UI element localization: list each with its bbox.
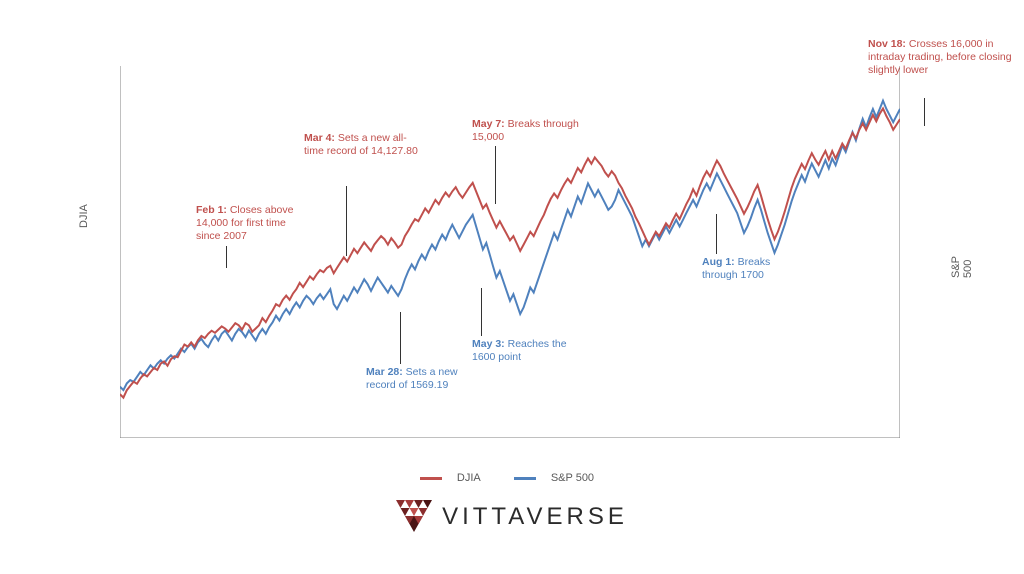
annotation-leader-line [226,246,227,268]
brand-footer: VITTAVERSE [0,500,1024,539]
brand-name: VITTAVERSE [442,503,628,531]
annotation: May 7: Breaks through 15,000 [472,118,582,144]
annotation-leader-line [924,98,925,126]
legend-item-djia: DJIA [420,472,491,484]
annotation: Nov 18: Crosses 16,000 in intraday tradi… [868,38,1018,77]
annotation-leader-line [481,288,482,336]
legend-label: S&P 500 [551,472,594,484]
annotation: May 3: Reaches the 1600 point [472,338,572,364]
legend-item-sp500: S&P 500 [514,472,604,484]
chart-legend: DJIA S&P 500 [48,472,976,484]
legend-label: DJIA [457,472,481,484]
annotation-leader-line [716,214,717,254]
annotation: Aug 1: Breaks through 1700 [702,256,802,282]
annotation-leader-line [346,186,347,256]
legend-swatch [420,477,442,480]
legend-swatch [514,477,536,480]
annotation-leader-line [400,312,401,364]
y-left-title: DJIA [78,204,90,228]
annotation: Mar 28: Sets a new record of 1569.19 [366,366,466,392]
y-right-title: S&P 500 [950,252,974,278]
annotation-leader-line [495,146,496,204]
vittaverse-logo-icon [396,500,434,534]
stock-chart: 13,00013,50014,00014,50015,00015,50016,0… [48,18,976,488]
annotation: Mar 4: Sets a new all-time record of 14,… [304,132,424,158]
annotation: Feb 1: Closes above 14,000 for first tim… [196,204,306,243]
